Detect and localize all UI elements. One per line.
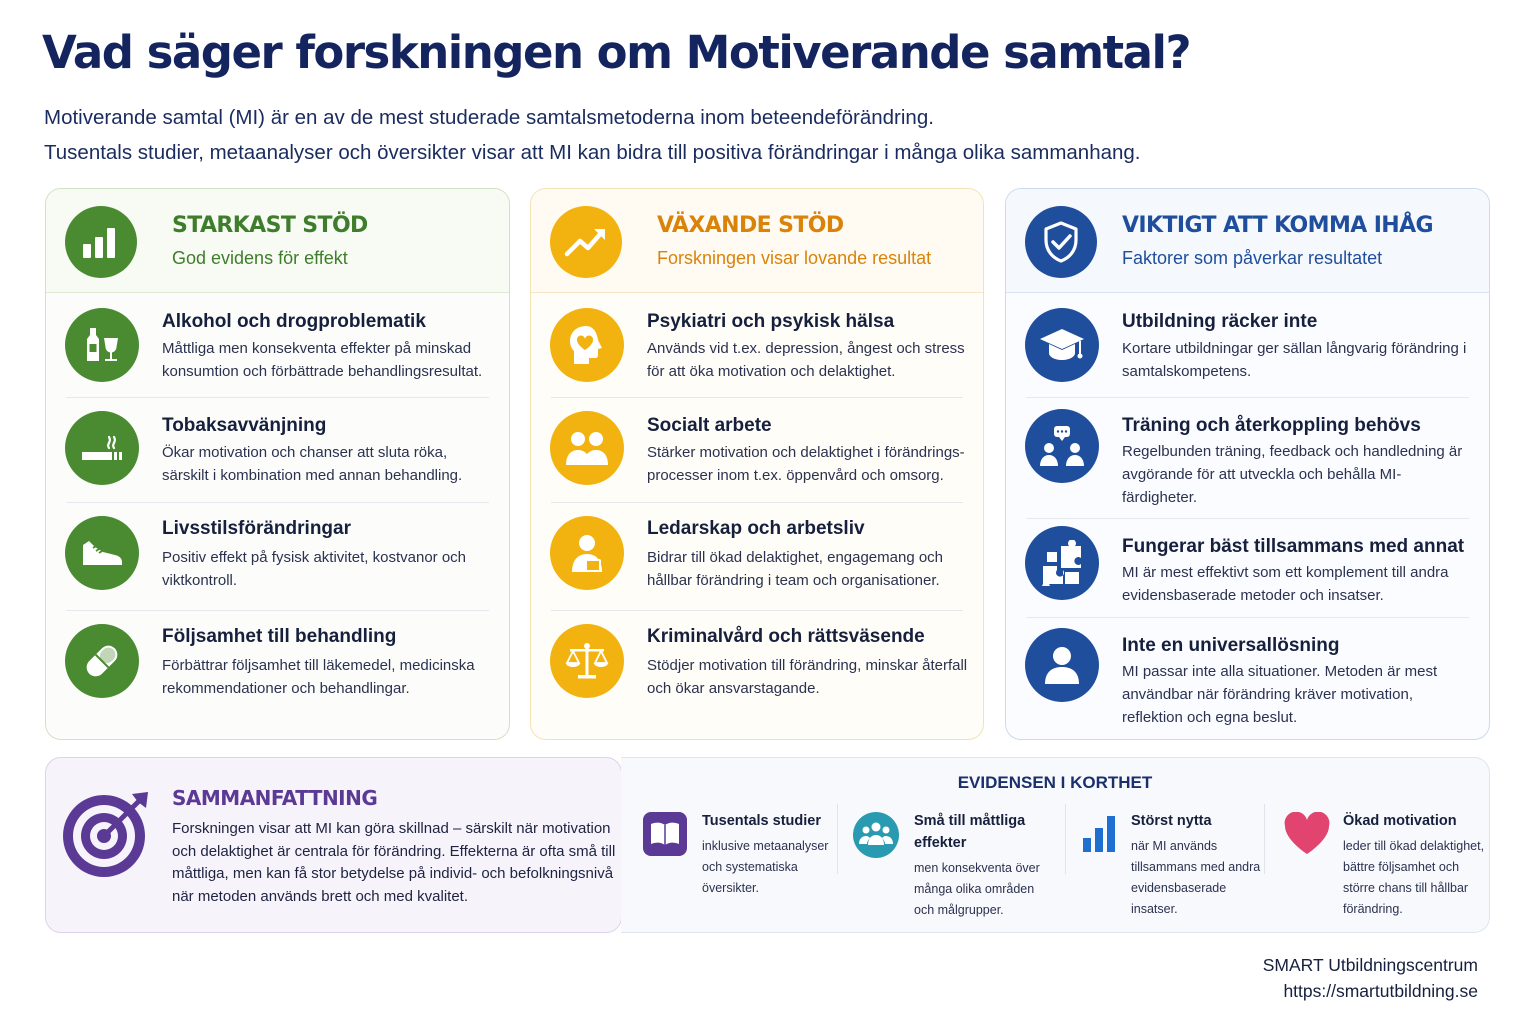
book-icon xyxy=(643,812,687,861)
group-circle-icon xyxy=(853,812,899,863)
item-description: Bidrar till ökad delaktighet, engagemang… xyxy=(647,549,944,589)
evidence-panel: EVIDENSEN I KORTHET Tusentals studier in… xyxy=(621,757,1490,933)
evidence-title: EVIDENSEN I KORTHET xyxy=(957,773,1153,792)
divider xyxy=(66,610,489,611)
item-title: Träning och återkoppling behövs xyxy=(1122,415,1421,436)
intro-text: Motiverande samtal (MI) är en av de mest… xyxy=(44,100,1141,170)
evidence-item-title: Ökad motivation xyxy=(1343,813,1457,829)
divider xyxy=(1264,804,1265,874)
footer-url[interactable]: https://smartutbildning.se xyxy=(1283,981,1478,1001)
divider xyxy=(1065,804,1066,874)
item-description: Måttliga men konsekventa effekter på min… xyxy=(162,340,483,380)
pill-icon xyxy=(65,624,139,698)
evidence-item-text: inklusive metaanalyser och systematiska … xyxy=(702,839,829,895)
item-description: Stärker motivation och delaktighet i för… xyxy=(647,444,965,484)
people-icon xyxy=(550,411,624,485)
item-title: Livsstilsförändringar xyxy=(162,518,351,539)
divider xyxy=(66,397,489,398)
item-title: Inte en universallösning xyxy=(1122,635,1340,656)
evidence-item: Ökad motivation leder till ökad delaktig… xyxy=(1283,808,1485,920)
target-icon xyxy=(60,788,152,885)
divider xyxy=(1026,617,1469,618)
column-header: STARKAST STÖD God evidens för effekt xyxy=(46,189,509,293)
head-heart-icon xyxy=(550,308,624,382)
sneaker-icon xyxy=(65,516,139,590)
item-description: Används vid t.ex. depression, ångest och… xyxy=(647,340,965,380)
bar-chart-icon xyxy=(65,206,137,278)
evidence-item: Störst nytta när MI används tillsammans … xyxy=(1081,808,1271,920)
column-title: VIKTIGT ATT KOMMA IHÅG xyxy=(1122,213,1434,238)
evidence-item: Små till måttliga effekter men konsekven… xyxy=(853,808,1058,920)
item-title: Utbildning räcker inte xyxy=(1122,311,1318,332)
column-header: VÄXANDE STÖD Forskningen visar lovande r… xyxy=(531,189,983,293)
item-description: Kortare utbildningar ger sällan långvari… xyxy=(1122,340,1467,380)
page-title: Vad säger forskningen om Motiverande sam… xyxy=(42,26,1192,79)
bar-chart-icon xyxy=(1081,812,1121,859)
graduation-cap-icon xyxy=(1025,308,1099,382)
cigarette-icon xyxy=(65,411,139,485)
evidence-item: Tusentals studier inklusive metaanalyser… xyxy=(643,808,833,920)
evidence-item-title: Tusentals studier xyxy=(702,813,821,829)
item-description: MI passar inte alla situationer. Metoden… xyxy=(1122,663,1438,726)
divider xyxy=(551,502,963,503)
divider xyxy=(837,804,838,874)
column-header: VIKTIGT ATT KOMMA IHÅG Faktorer som påve… xyxy=(1006,189,1489,293)
summary-text: Forskningen visar att MI kan göra skilln… xyxy=(172,820,616,905)
evidence-item-text: men konsekventa över många olika områden… xyxy=(914,861,1040,917)
scales-icon xyxy=(550,624,624,698)
column-growing-support: VÄXANDE STÖD Forskningen visar lovande r… xyxy=(530,188,984,740)
column-subtitle: Faktorer som påverkar resultatet xyxy=(1122,248,1383,268)
divider xyxy=(66,502,489,503)
divider xyxy=(551,397,963,398)
divider xyxy=(551,610,963,611)
summary-panel: SAMMANFATTNING Forskningen visar att MI … xyxy=(45,757,622,933)
evidence-item-title: Störst nytta xyxy=(1131,813,1212,829)
column-title: VÄXANDE STÖD xyxy=(657,213,844,238)
summary-title: SAMMANFATTNING xyxy=(172,786,378,810)
evidence-item-title: Små till måttliga effekter xyxy=(914,813,1026,851)
item-title: Socialt arbete xyxy=(647,415,772,436)
footer-org: SMART Utbildningscentrum xyxy=(1262,955,1478,975)
chat-group-icon xyxy=(1025,409,1099,483)
divider xyxy=(1026,397,1469,398)
item-title: Kriminalvård och rättsväsende xyxy=(647,626,925,647)
item-description: Ökar motivation och chanser att sluta rö… xyxy=(162,444,463,484)
trend-up-icon xyxy=(550,206,622,278)
shield-check-icon xyxy=(1025,206,1097,278)
evidence-item-text: leder till ökad delaktighet, bättre följ… xyxy=(1343,839,1485,916)
item-description: Regelbunden träning, feedback och handle… xyxy=(1122,443,1463,506)
column-important-to-remember: VIKTIGT ATT KOMMA IHÅG Faktorer som påve… xyxy=(1005,188,1490,740)
item-description: Förbättrar följsamhet till läkemedel, me… xyxy=(162,657,475,697)
person-icon xyxy=(1025,628,1099,702)
item-description: MI är mest effektivt som ett komplement … xyxy=(1122,564,1449,604)
column-subtitle: Forskningen visar lovande resultat xyxy=(657,248,932,268)
item-description: Stödjer motivation till förändring, mins… xyxy=(647,657,968,697)
intro-line-2: Tusentals studier, metaanalyser och över… xyxy=(44,141,1141,164)
evidence-item-text: när MI används tillsammans med andra evi… xyxy=(1131,839,1261,916)
divider xyxy=(1026,518,1469,519)
bottle-glass-icon xyxy=(65,308,139,382)
column-strongest-support: STARKAST STÖD God evidens för effekt Alk… xyxy=(45,188,510,740)
item-title: Fungerar bäst tillsammans med annat xyxy=(1122,536,1465,557)
column-subtitle: God evidens för effekt xyxy=(172,248,348,268)
item-title: Tobaksavvänjning xyxy=(162,415,327,436)
item-title: Följsamhet till behandling xyxy=(162,626,397,647)
column-title: STARKAST STÖD xyxy=(172,213,368,238)
item-title: Ledarskap och arbetsliv xyxy=(647,518,865,539)
item-description: Positiv effekt på fysisk aktivitet, kost… xyxy=(162,549,467,589)
item-title: Psykiatri och psykisk hälsa xyxy=(647,311,895,332)
puzzle-icon xyxy=(1025,526,1099,600)
footer: SMART Utbildningscentrum https://smartut… xyxy=(1263,952,1478,1004)
leader-icon xyxy=(550,516,624,590)
intro-line-1: Motiverande samtal (MI) är en av de mest… xyxy=(44,106,934,129)
heart-icon xyxy=(1283,811,1331,861)
item-title: Alkohol och drogproblematik xyxy=(162,311,426,332)
